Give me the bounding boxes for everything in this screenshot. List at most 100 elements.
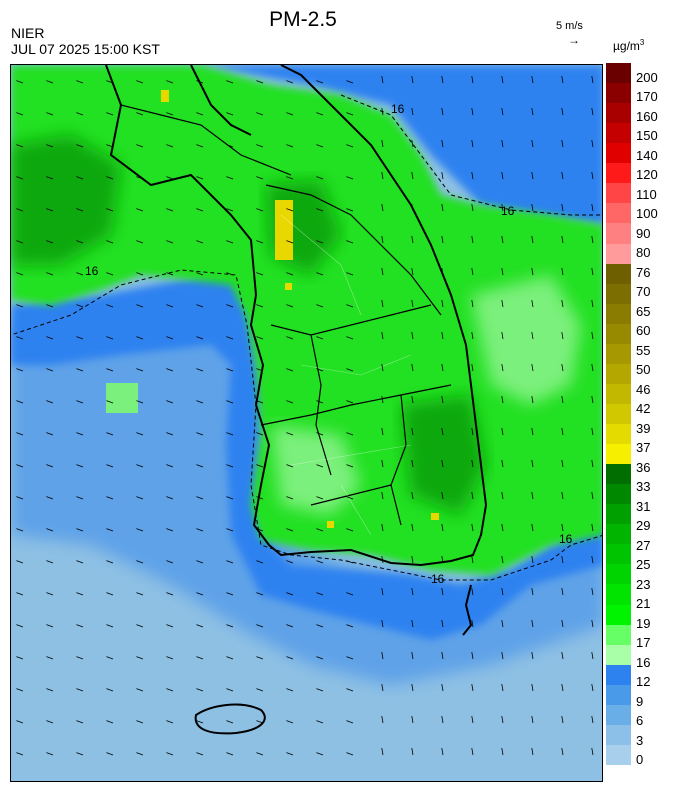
wind-arrow bbox=[441, 268, 444, 276]
wind-arrow bbox=[166, 400, 174, 404]
wind-arrow bbox=[591, 556, 594, 564]
wind-arrow bbox=[561, 428, 564, 436]
colorbar-segment bbox=[606, 163, 631, 184]
colorbar-segment bbox=[606, 704, 631, 726]
wind-arrow bbox=[411, 460, 414, 468]
wind-arrow bbox=[381, 620, 384, 628]
wind-arrow bbox=[381, 396, 384, 404]
wind-arrow bbox=[46, 272, 54, 276]
wind-vectors bbox=[16, 76, 594, 756]
wind-arrow bbox=[76, 592, 84, 596]
wind-arrow bbox=[531, 236, 534, 244]
wind-arrow bbox=[196, 304, 204, 308]
wind-arrow bbox=[136, 112, 144, 116]
colorbar-tick-label: 76 bbox=[636, 264, 651, 280]
wind-arrow bbox=[226, 464, 234, 468]
wind-arrow bbox=[346, 656, 354, 660]
wind-arrow bbox=[591, 364, 594, 372]
wind-arrow bbox=[226, 208, 234, 212]
wind-arrow bbox=[316, 400, 324, 404]
wind-arrow bbox=[226, 336, 234, 340]
wind-arrow bbox=[411, 396, 414, 404]
colorbar-tick-label: 60 bbox=[636, 323, 651, 339]
wind-arrow bbox=[16, 176, 24, 180]
wind-arrow bbox=[561, 620, 564, 628]
wind-arrow bbox=[531, 620, 534, 628]
wind-arrow bbox=[16, 240, 24, 244]
wind-arrow bbox=[381, 684, 384, 692]
colorbar-segment bbox=[606, 484, 631, 505]
wind-arrow bbox=[106, 528, 114, 532]
wind-arrow bbox=[501, 716, 504, 724]
wind-arrow bbox=[226, 720, 234, 724]
wind-arrow bbox=[136, 752, 144, 756]
wind-arrow bbox=[196, 112, 204, 116]
colorbar-tick-label: 55 bbox=[636, 342, 651, 358]
wind-arrow bbox=[256, 80, 264, 84]
wind-arrow bbox=[316, 208, 324, 212]
wind-arrow bbox=[381, 556, 384, 564]
wind-arrow bbox=[16, 432, 24, 436]
wind-arrow bbox=[346, 528, 354, 532]
wind-arrow bbox=[136, 176, 144, 180]
wind-arrow bbox=[501, 492, 504, 500]
colorbar-tick-label: 36 bbox=[636, 459, 651, 475]
wind-arrow bbox=[441, 428, 444, 436]
wind-arrow bbox=[381, 140, 384, 148]
wind-arrow bbox=[591, 620, 594, 628]
wind-arrow bbox=[106, 432, 114, 436]
wind-arrow bbox=[46, 464, 54, 468]
wind-arrow bbox=[381, 716, 384, 724]
wind-arrow bbox=[16, 688, 24, 692]
coastlines bbox=[105, 65, 488, 735]
wind-arrow bbox=[226, 624, 234, 628]
land-light-southwest bbox=[271, 425, 361, 515]
wind-arrow bbox=[286, 240, 294, 244]
wind-arrow bbox=[226, 496, 234, 500]
colorbar-segment bbox=[606, 83, 631, 104]
wind-arrow bbox=[76, 464, 84, 468]
colorbar-tick-label: 29 bbox=[636, 518, 651, 534]
wind-arrow bbox=[561, 236, 564, 244]
wind-arrow bbox=[591, 524, 594, 532]
wind-arrow bbox=[501, 204, 504, 212]
land-dark-southeast bbox=[401, 395, 486, 515]
wind-arrow bbox=[136, 464, 144, 468]
wind-arrow bbox=[561, 76, 564, 84]
map-title: PM-2.5 bbox=[269, 8, 337, 31]
colorbar-segment bbox=[606, 383, 631, 405]
wind-arrow bbox=[286, 720, 294, 724]
colorbar-segment bbox=[606, 444, 631, 465]
colorbar-tick-label: 39 bbox=[636, 420, 651, 436]
colorbar-tick-label: 17 bbox=[636, 635, 651, 651]
wind-arrow bbox=[256, 496, 264, 500]
wind-arrow bbox=[76, 112, 84, 116]
wind-arrow bbox=[591, 748, 594, 756]
wind-arrow bbox=[106, 208, 114, 212]
wind-arrow bbox=[591, 396, 594, 404]
wind-arrow bbox=[16, 400, 24, 404]
wind-arrow bbox=[136, 400, 144, 404]
wind-arrow bbox=[381, 108, 384, 116]
wind-arrow bbox=[591, 428, 594, 436]
colorbar-tick-label: 170 bbox=[636, 89, 658, 105]
wind-arrow bbox=[76, 720, 84, 724]
wind-arrow bbox=[591, 652, 594, 660]
wind-arrow bbox=[286, 304, 294, 308]
agency-label: NIER bbox=[11, 25, 45, 41]
wind-arrow bbox=[561, 204, 564, 212]
wind-arrow bbox=[591, 332, 594, 340]
wind-arrow bbox=[561, 524, 564, 532]
wind-arrow bbox=[46, 560, 54, 564]
wind-arrow bbox=[106, 592, 114, 596]
wind-arrow bbox=[106, 400, 114, 404]
wind-arrow bbox=[531, 716, 534, 724]
wind-arrow bbox=[561, 588, 564, 596]
wind-arrow bbox=[471, 620, 474, 628]
colorbar-segment bbox=[606, 744, 631, 766]
wind-arrow bbox=[346, 432, 354, 436]
wind-arrow bbox=[471, 556, 474, 564]
wind-arrow bbox=[316, 368, 324, 372]
wind-arrow bbox=[226, 592, 234, 596]
wind-arrow bbox=[106, 752, 114, 756]
